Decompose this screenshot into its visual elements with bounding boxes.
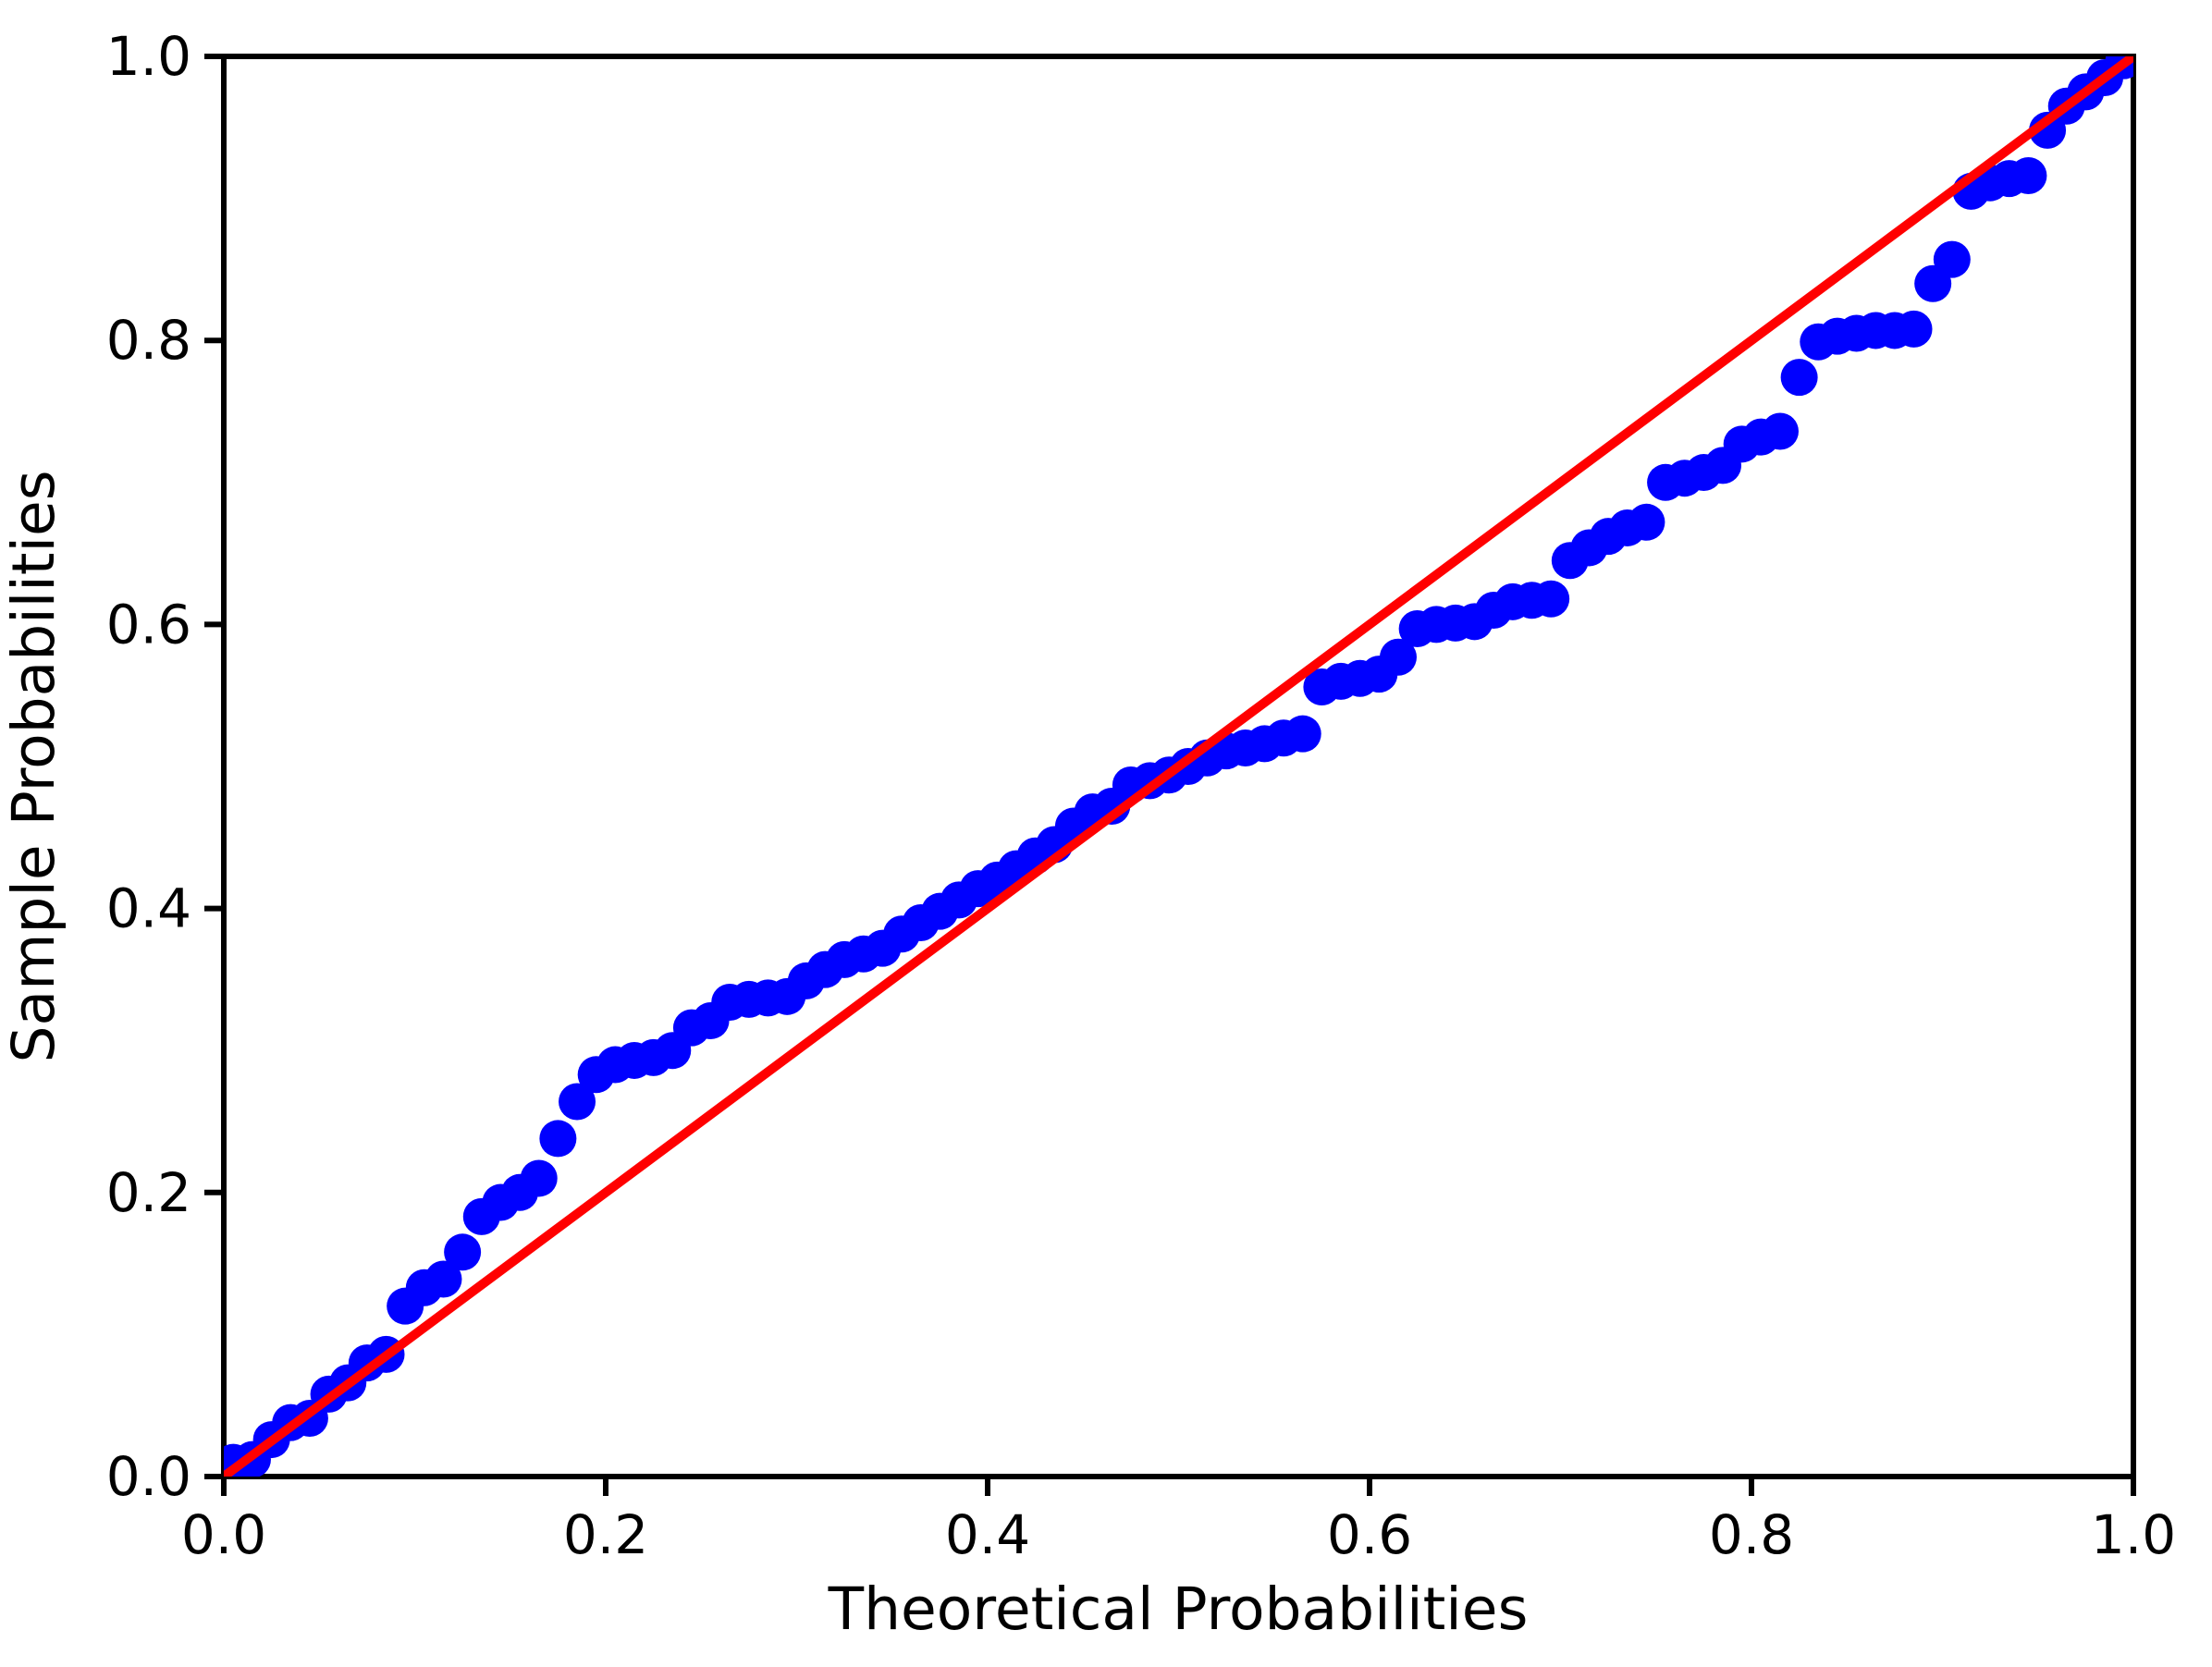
x-tick-label-1.0: 1.0 [2091,1503,2176,1566]
axis-ticks [204,54,2136,1496]
data-point [520,1159,558,1197]
data-point [424,1260,462,1298]
y-tick-label-0.4: 0.4 [106,877,191,940]
data-series [224,56,2133,1477]
x-tick-label-0.8: 0.8 [1709,1503,1794,1566]
x-tick-label-0.4: 0.4 [945,1503,1030,1566]
axis-tick-labels: 0.0 0.2 0.4 0.6 0.8 1.0 0.0 0.2 0.4 0.6 0.8 1.0 [106,25,2176,1566]
data-point [1532,580,1570,618]
y-tick-label-0.6: 0.6 [106,593,191,656]
y-tick-label-0.8: 0.8 [106,309,191,372]
data-point [2009,157,2047,195]
x-tick-label-0.2: 0.2 [563,1503,648,1566]
data-point [444,1233,482,1271]
y-tick-label-0.2: 0.2 [106,1161,191,1224]
y-tick-label-0.0: 0.0 [106,1445,191,1508]
y-axis-label: Sample Probabilities [0,470,68,1062]
data-point [1379,638,1417,676]
data-point [539,1120,577,1158]
data-point [1628,503,1665,541]
data-point [1933,240,1971,278]
data-point [1284,715,1321,753]
data-point [1780,359,1818,397]
x-axis-label: Theoretical Probabilities [828,1575,1529,1643]
y-tick-label-1.0: 1.0 [106,25,191,88]
reference-line [224,56,2133,1477]
data-point [1895,310,1933,348]
x-tick-label-0.0: 0.0 [181,1503,266,1566]
data-point [559,1083,596,1121]
x-tick-label-0.6: 0.6 [1327,1503,1412,1566]
data-point [1761,412,1799,450]
